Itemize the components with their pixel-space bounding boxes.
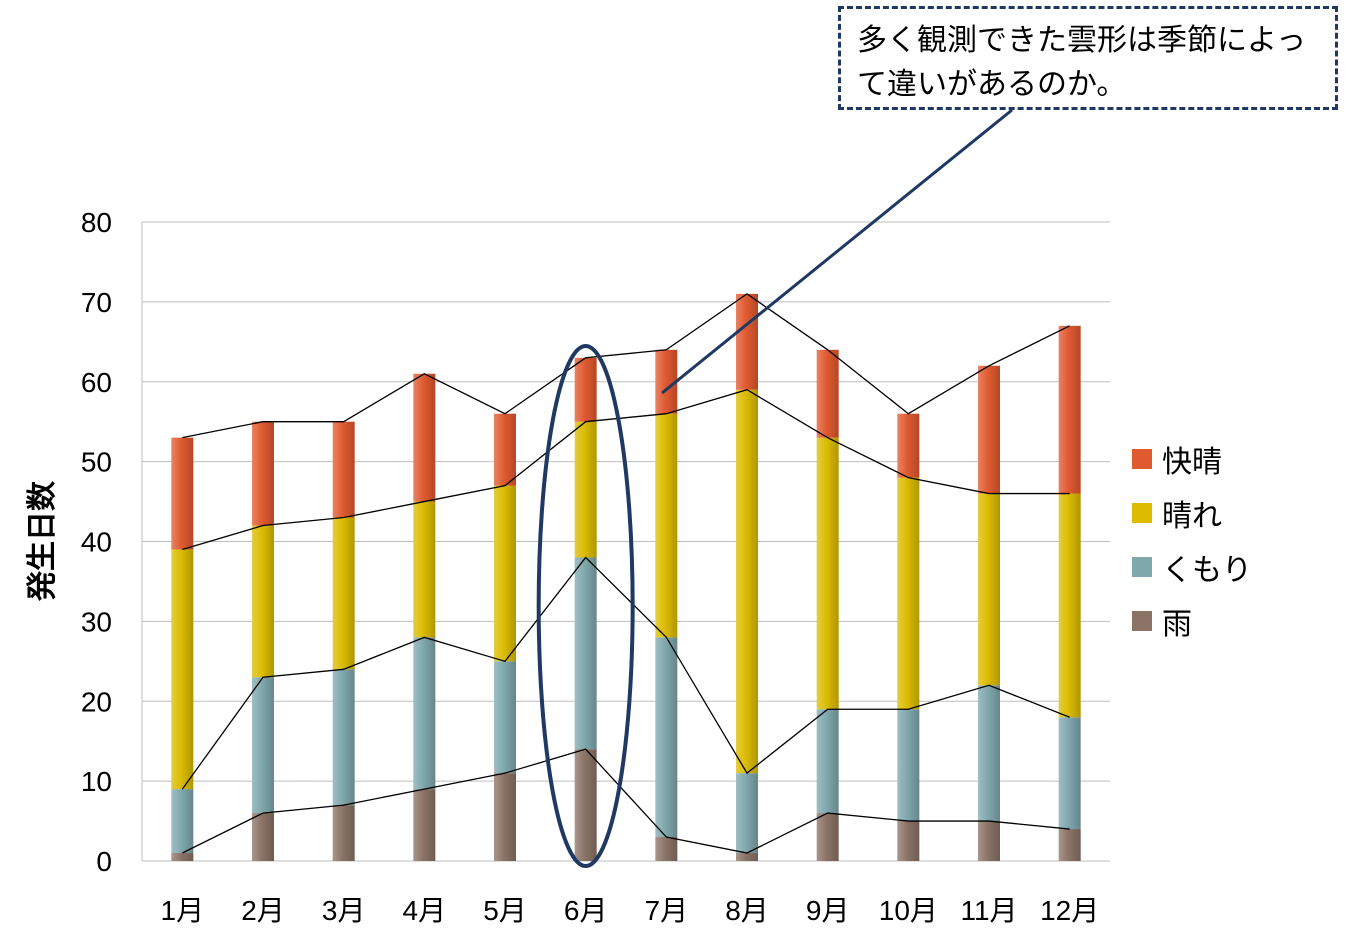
- bar-segment: [655, 637, 678, 838]
- bar-segment: [897, 413, 920, 478]
- y-tick-label: 60: [81, 367, 112, 398]
- series-connector: [181, 556, 1070, 790]
- legend-label: 晴れ: [1162, 499, 1222, 534]
- x-tick-label: 9月: [806, 895, 850, 926]
- bar-segment: [574, 357, 597, 422]
- bar-segment: [1058, 829, 1081, 861]
- bar-segment: [897, 821, 920, 861]
- bar-segment: [413, 373, 436, 502]
- bar-segment: [332, 517, 355, 670]
- y-tick-label: 20: [81, 686, 112, 717]
- bar-segment: [816, 709, 839, 814]
- bar-segment: [252, 677, 274, 814]
- legend-item: 快晴: [1132, 432, 1252, 486]
- bar-segment: [736, 773, 758, 854]
- bar-segment: [332, 805, 355, 861]
- bar-segment: [655, 413, 678, 638]
- bar-segment: [494, 485, 516, 662]
- bar-segment: [978, 821, 1000, 861]
- series-connector: [182, 293, 1070, 439]
- bar-segment: [494, 413, 516, 486]
- bar-segment: [978, 493, 1000, 686]
- y-tick-label: 50: [81, 447, 112, 478]
- legend-label: 雨: [1162, 607, 1192, 642]
- bar-segment: [816, 437, 839, 710]
- x-tick-label: 4月: [403, 895, 447, 926]
- bar-segment: [1058, 493, 1081, 718]
- bar-segment: [494, 773, 516, 861]
- legend-item: くもり: [1132, 540, 1252, 594]
- legend-swatch: [1132, 557, 1152, 577]
- chart-legend: 快晴 晴れ くもり雨: [1132, 432, 1252, 648]
- x-tick-label: 2月: [241, 895, 285, 926]
- callout-pointer-line: [661, 108, 1013, 395]
- x-tick-label: 10月: [879, 895, 938, 926]
- y-axis-ticks: 0 10 20 30 40 50 60 70 80: [81, 207, 112, 877]
- bar-segment: [736, 389, 758, 774]
- bar-segment: [655, 349, 678, 414]
- bar-segment: [252, 813, 274, 861]
- y-tick-label: 0: [96, 846, 112, 877]
- x-tick-label: 12月: [1040, 895, 1099, 926]
- y-axis-label: 発生日数: [25, 480, 60, 602]
- y-tick-label: 30: [81, 606, 112, 637]
- bar-segment: [171, 789, 194, 854]
- legend-item: 雨: [1132, 594, 1252, 648]
- y-tick-label: 70: [81, 287, 112, 318]
- bar-segment: [978, 365, 1000, 494]
- bar-segment: [171, 853, 194, 861]
- bar-segment: [816, 813, 839, 861]
- bar-segment: [413, 789, 436, 861]
- y-tick-label: 10: [81, 766, 112, 797]
- chart-bars: [171, 293, 1081, 861]
- x-tick-label: 1月: [161, 895, 205, 926]
- bar-segment: [655, 837, 678, 861]
- x-axis-ticks: 1月 2月 3月 4月 5月 6月 7月 8月 9月 10月 11月 12月: [161, 895, 1100, 926]
- bar-segment: [736, 853, 758, 861]
- y-tick-label: 40: [81, 527, 112, 558]
- x-tick-label: 6月: [564, 895, 608, 926]
- chart-grid: [141, 221, 1110, 862]
- x-tick-label: 8月: [725, 895, 769, 926]
- bar-segment: [413, 637, 436, 790]
- bar-segment: [1058, 717, 1081, 830]
- bar-segment: [1058, 325, 1081, 494]
- bar-segment: [978, 685, 1000, 822]
- bar-segment: [171, 437, 194, 550]
- x-tick-label: 3月: [322, 895, 366, 926]
- bar-segment: [332, 669, 355, 806]
- bar-segment: [574, 557, 597, 750]
- bar-segment: [574, 421, 597, 558]
- bar-segment: [252, 421, 274, 526]
- x-tick-label: 7月: [645, 895, 689, 926]
- x-tick-label: 5月: [483, 895, 527, 926]
- legend-swatch: [1132, 611, 1152, 631]
- legend-item: 晴れ: [1132, 486, 1252, 540]
- highlight-ellipse: [536, 344, 635, 868]
- bar-segment: [897, 477, 920, 710]
- bar-segment: [252, 525, 274, 678]
- bar-segment: [332, 421, 355, 518]
- series-connector: [182, 389, 1070, 551]
- legend-label: 快晴: [1162, 445, 1222, 480]
- y-tick-label: 80: [81, 207, 112, 238]
- bar-segment: [574, 749, 597, 861]
- annotation-text: 多く観測できた雲形は季節によって違いがあるのか。: [857, 23, 1307, 102]
- bar-segment: [171, 549, 194, 790]
- x-tick-label: 11月: [960, 895, 1017, 926]
- legend-swatch: [1132, 503, 1152, 523]
- bar-segment: [736, 293, 758, 390]
- bar-segment: [494, 661, 516, 774]
- bar-segment: [413, 501, 436, 638]
- series-connector: [182, 748, 1070, 854]
- bar-segment: [897, 709, 920, 822]
- annotation-callout: 多く観測できた雲形は季節によって違いがあるのか。: [838, 6, 1338, 110]
- bar-segment: [816, 349, 839, 438]
- series-connector-lines: [181, 293, 1070, 854]
- legend-swatch: [1132, 449, 1152, 469]
- legend-label: くもり: [1162, 553, 1252, 588]
